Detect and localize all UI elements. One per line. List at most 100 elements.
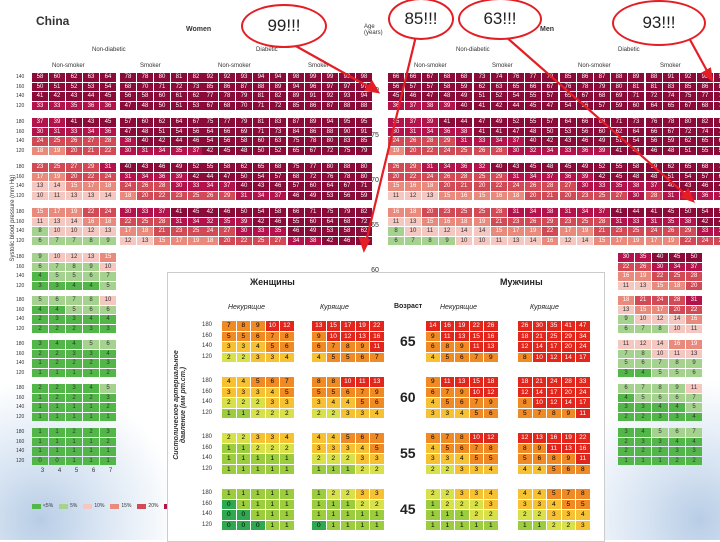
risk-cell: 6 — [83, 305, 99, 314]
risk-cell: 37 — [32, 118, 48, 127]
legend-swatch — [110, 503, 120, 509]
risk-cell: 6 — [83, 272, 99, 281]
risk-cell: 5 — [66, 272, 82, 281]
overlay-risk-cell: 1 — [484, 520, 498, 530]
overlay-risk-cell: 4 — [426, 443, 440, 453]
subheader-women-non-diabetic: Non-diabetic — [92, 47, 126, 53]
risk-cell: 41 — [646, 208, 662, 217]
risk-cell: 13 — [422, 191, 438, 200]
overlay-risk-cell: 11 — [440, 377, 454, 387]
overlay-sbp-label: 180 — [202, 378, 213, 384]
risk-cell: 44 — [456, 118, 472, 127]
risk-cell: 47 — [219, 172, 235, 181]
risk-cell: 3 — [66, 384, 82, 393]
risk-panel-strip-right: 18 21 24 28 31 13 15 17 20 22 9 10 12 14 16 6 7 8 10 11 — [618, 296, 702, 333]
overlay-risk-cell: 8 — [484, 443, 498, 453]
risk-cell: 45 — [219, 146, 235, 155]
overlay-risk-cell: 5 — [547, 464, 561, 474]
overlay-panel-m_ns: 9 11 13 15 18 6 7 9 10 12 4 5 6 7 9 3 3 4 5 6 — [426, 377, 498, 418]
risk-cell: 36 — [439, 127, 455, 136]
risk-cell: 60 — [49, 73, 65, 82]
risk-cell: 30 — [577, 182, 593, 191]
overlay-risk-cell: 8 — [341, 342, 355, 352]
risk-cell: 44 — [202, 172, 218, 181]
overlay-risk-cell: 4 — [455, 454, 469, 464]
overlay-risk-cell: 15 — [326, 321, 340, 331]
overlay-risk-cell: 21 — [532, 377, 546, 387]
overlay-risk-cell: 4 — [532, 464, 546, 474]
overlay-risk-cell: 13 — [355, 331, 369, 341]
women-label: Women — [186, 26, 212, 33]
risk-cell: 23 — [171, 227, 187, 236]
risk-cell: 54 — [628, 137, 644, 146]
overlay-risk-cell: 4 — [222, 377, 236, 387]
risk-cell: 25 — [474, 172, 490, 181]
risk-panel-w_d_s: 98 99 99 99 98 94 96 97 97 97 89 91 92 93 94 85 86 87 88 88 — [288, 73, 372, 110]
risk-cell: 75 — [288, 137, 304, 146]
risk-cell: 7 — [618, 349, 634, 358]
risk-cell: 6 — [669, 393, 685, 402]
risk-cell: 34 — [154, 146, 170, 155]
overlay-risk-cell: 41 — [561, 321, 575, 331]
risk-cell: 1 — [83, 412, 99, 421]
risk-cell: 4 — [83, 315, 99, 324]
overlay-risk-cell: 16 — [576, 443, 590, 453]
risk-cell: 73 — [270, 127, 286, 136]
risk-cell: 62 — [236, 163, 252, 172]
risk-cell: 74 — [491, 73, 507, 82]
risk-cell: 30 — [508, 146, 524, 155]
risk-cell: 4 — [669, 437, 685, 446]
risk-cell: 13 — [66, 191, 82, 200]
risk-cell: 1 — [100, 412, 116, 421]
risk-cell: 9 — [686, 359, 702, 368]
overlay-risk-cell: 3 — [440, 454, 454, 464]
legend-label: <5% — [43, 503, 54, 509]
risk-cell: 15 — [439, 191, 455, 200]
risk-cell: 34 — [422, 127, 438, 136]
risk-cell: 27 — [270, 236, 286, 245]
overlay-risk-cell: 34 — [576, 331, 590, 341]
overlay-risk-cell: 1 — [355, 520, 369, 530]
overlay-risk-cell: 1 — [440, 510, 454, 520]
risk-cell: 47 — [422, 92, 438, 101]
risk-cell: 76 — [508, 73, 524, 82]
overlay-risk-cell: 4 — [312, 352, 326, 362]
risk-cell: 3 — [669, 412, 685, 421]
risk-cell: 2 — [32, 384, 48, 393]
risk-cell: 88 — [253, 82, 269, 91]
overlay-risk-cell: 29 — [561, 331, 575, 341]
risk-cell: 3 — [669, 447, 685, 456]
risk-cell: 57 — [594, 101, 610, 110]
overlay-risk-cell: 6 — [532, 454, 546, 464]
risk-cell: 25 — [253, 236, 269, 245]
overlay-risk-cell: 6 — [455, 352, 469, 362]
risk-cell: 47 — [120, 127, 136, 136]
risk-cell: 72 — [305, 172, 321, 181]
risk-panel-strip-right: 6 7 8 9 11 4 5 6 6 7 3 3 4 4 5 2 2 3 3 4 — [618, 384, 702, 421]
risk-cell: 68 — [120, 82, 136, 91]
risk-cell: 65 — [663, 101, 679, 110]
overlay-risk-cell: 10 — [326, 331, 340, 341]
risk-cell: 1 — [32, 437, 48, 446]
overlay-risk-cell: 4 — [326, 398, 340, 408]
overlay-risk-cell: 0 — [222, 520, 236, 530]
risk-cell: 5 — [618, 359, 634, 368]
risk-cell: 35 — [171, 146, 187, 155]
risk-cell: 53 — [560, 127, 576, 136]
risk-cell: 82 — [270, 92, 286, 101]
risk-cell: 26 — [137, 182, 153, 191]
risk-cell: 78 — [542, 73, 558, 82]
risk-cell: 39 — [422, 118, 438, 127]
overlay-risk-cell: 7 — [440, 433, 454, 443]
overlay-risk-cell: 4 — [280, 433, 294, 443]
risk-cell: 16 — [669, 340, 685, 349]
risk-cell: 18 — [422, 182, 438, 191]
overlay-risk-cell: 24 — [547, 377, 561, 387]
overlay-risk-cell: 1 — [518, 520, 532, 530]
risk-cell: 67 — [577, 92, 593, 101]
risk-cell: 68 — [594, 92, 610, 101]
overlay-risk-cell: 9 — [484, 352, 498, 362]
age-label: 65 — [371, 222, 379, 229]
overlay-risk-cell: 11 — [355, 377, 369, 387]
